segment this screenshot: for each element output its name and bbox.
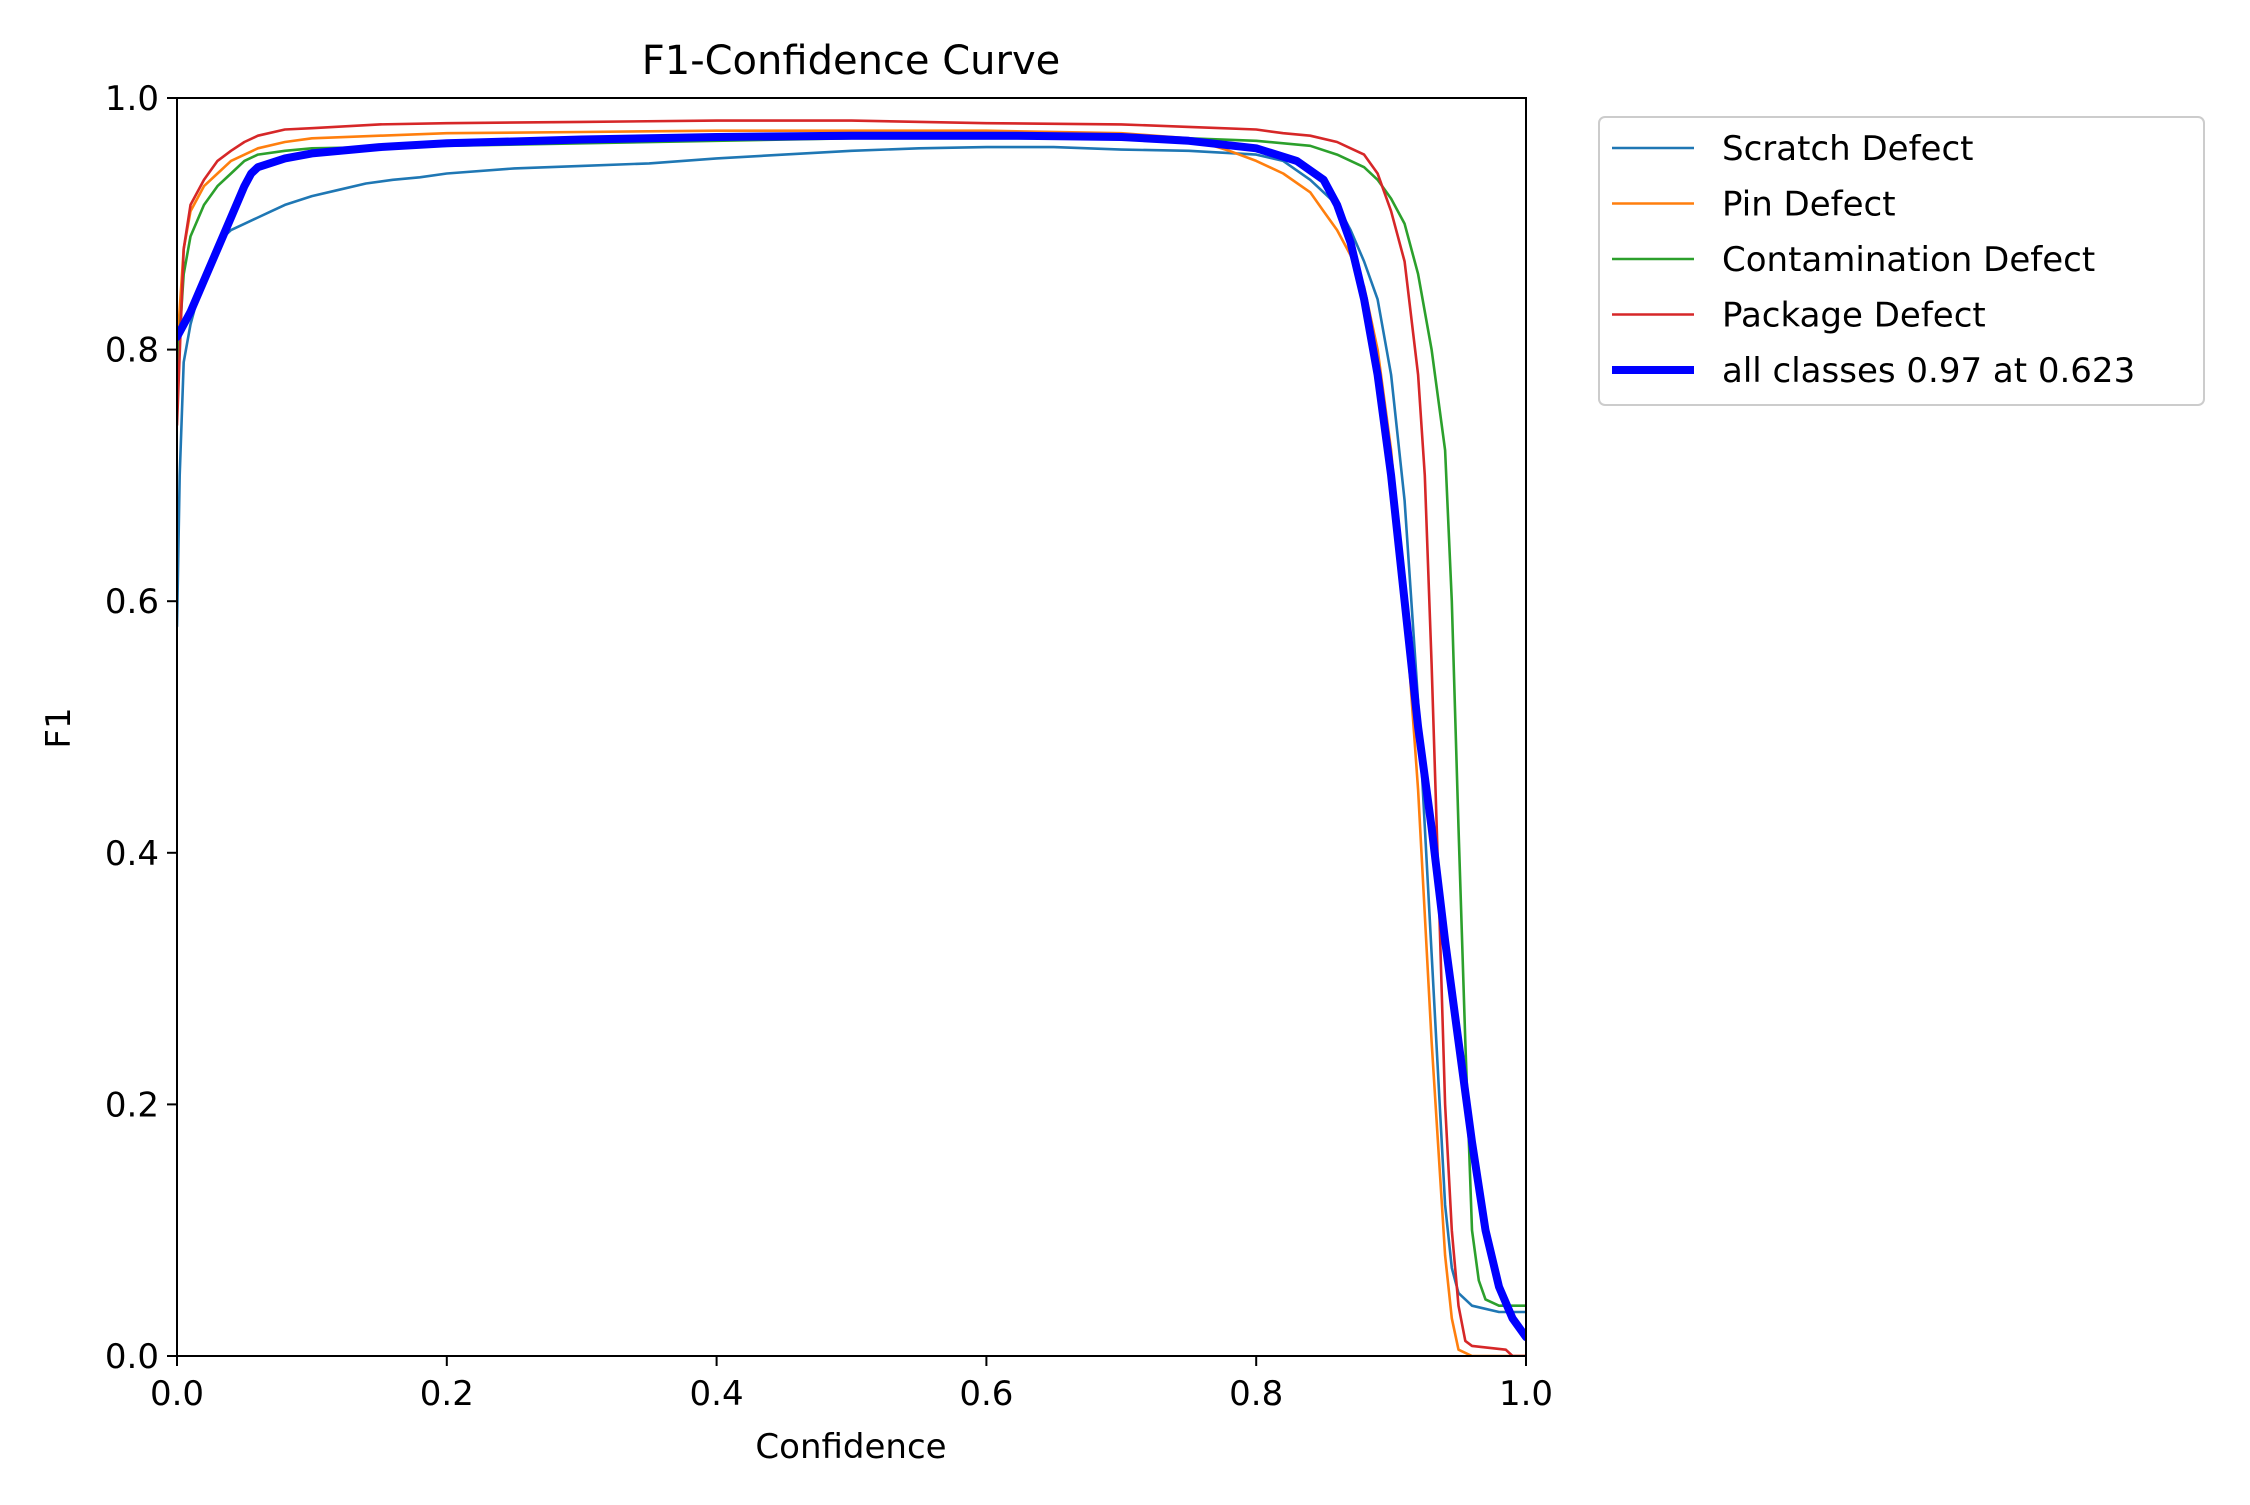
legend-label-3: Package Defect: [1722, 296, 1986, 336]
series-line-0: [177, 145, 1526, 1314]
chart-title: F1-Confidence Curve: [642, 38, 1061, 84]
x-axis: 0.0 0.2 0.4 0.6 0.8 1.0: [150, 1356, 1553, 1414]
series-line-4: [177, 131, 1526, 1342]
y-axis-label: F1: [39, 707, 79, 748]
x-tick-label: 1.0: [1499, 1374, 1553, 1414]
series-layer: [177, 119, 1526, 1356]
y-tick-label: 0.4: [105, 834, 159, 874]
y-tick-label: 0.0: [105, 1337, 159, 1377]
legend: Scratch Defect Pin Defect Contamination De…: [1598, 116, 2205, 406]
legend-label-4: all classes 0.97 at 0.623: [1722, 351, 2135, 391]
legend-label-2: Contamination Defect: [1722, 240, 2095, 280]
plot-frame: [176, 97, 1527, 1357]
y-tick-label: 0.2: [105, 1085, 159, 1125]
y-tick-label: 1.0: [105, 79, 159, 119]
y-axis: 0.0 0.2 0.4 0.6 0.8 1.0: [105, 79, 177, 1377]
series-line-2: [177, 137, 1526, 1307]
y-tick-label: 0.8: [105, 331, 159, 371]
legend-frame: [1598, 116, 2205, 406]
series-line-3: [177, 119, 1526, 1356]
x-tick-label: 0.4: [690, 1374, 744, 1414]
y-tick-label: 0.6: [105, 582, 159, 622]
x-tick-label: 0.6: [959, 1374, 1013, 1414]
series-line-1: [177, 129, 1526, 1356]
x-tick-label: 0.0: [150, 1374, 204, 1414]
x-axis-label: Confidence: [755, 1427, 946, 1467]
legend-label-0: Scratch Defect: [1722, 129, 1973, 169]
x-tick-label: 0.2: [420, 1374, 474, 1414]
x-tick-label: 0.8: [1229, 1374, 1283, 1414]
legend-label-1: Pin Defect: [1722, 185, 1896, 225]
